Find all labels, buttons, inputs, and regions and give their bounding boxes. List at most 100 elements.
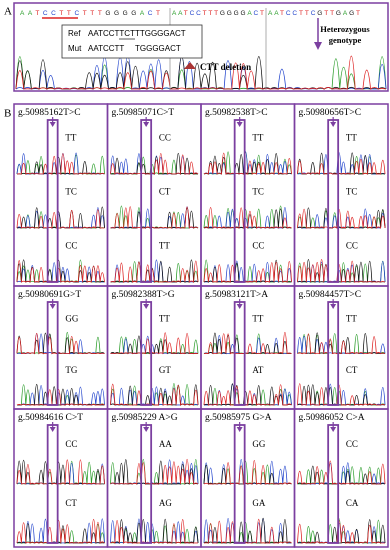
trace [203, 261, 292, 283]
genotype: TT [159, 240, 170, 250]
genotype-cell: g.50980656T>C TT TC CC [293, 103, 389, 287]
highlight [140, 119, 153, 283]
cell-frame [200, 103, 296, 287]
cell-title: g.50982388T>G [112, 290, 175, 300]
mut-sequence: AATCCTT [88, 44, 124, 53]
trace [297, 208, 386, 229]
trace [203, 519, 292, 544]
genotype: TG [65, 365, 77, 375]
arrow-head [143, 427, 150, 432]
genotype: CT [65, 498, 77, 508]
trace [297, 333, 386, 355]
trace [297, 383, 386, 406]
genotype: TT [252, 314, 263, 324]
trace [203, 331, 292, 355]
arrow-head [143, 304, 150, 309]
genotype: CC [65, 240, 77, 250]
ref-sequence: AATCCTTCTTTGGGGACT [88, 29, 186, 38]
arrow-head [330, 304, 337, 309]
genotype: TT [159, 314, 170, 324]
cell-title: g.50984616 C>T [18, 413, 83, 423]
deletion-label: CTT deletion [200, 62, 251, 72]
arrow-head [236, 304, 243, 309]
mut-sequence: TGGGGACT [135, 44, 181, 53]
genotype: TT [252, 132, 263, 142]
panel-label: B [4, 108, 11, 120]
arrow-head [49, 304, 56, 309]
trace [297, 460, 386, 485]
genotype: CC [65, 439, 77, 449]
cell-frame [293, 285, 389, 410]
mut-label: Mut [68, 44, 82, 53]
ref-label: Ref [68, 29, 81, 38]
panel-label: A [4, 6, 12, 18]
trace [203, 384, 292, 406]
genotype-cell: g.50985975 G>A GG GA [200, 408, 296, 548]
genotype-cell: g.50985071C>T CC CT TT [106, 103, 202, 287]
cell-title: g.50982538T>C [205, 108, 268, 118]
cell-title: g.50980656T>C [299, 108, 362, 118]
trace [297, 158, 386, 175]
cell-frame [106, 103, 202, 287]
genotype: GA [252, 498, 265, 508]
genotype: CC [252, 240, 264, 250]
trace [110, 332, 199, 355]
arrow-head [143, 122, 150, 127]
trace [16, 332, 105, 355]
highlight [46, 119, 59, 283]
genotype: CC [346, 240, 358, 250]
chromatogram [15, 55, 387, 90]
genotype-cell: g.50980691G>T GG TG [13, 285, 109, 410]
genotype-cell: g.50985162T>C TT TC CC [13, 103, 109, 287]
cell-title: g.50985071C>T [112, 108, 175, 118]
cell-frame [13, 285, 109, 410]
trace [16, 209, 105, 229]
cell-title: g.50985162T>C [18, 108, 81, 118]
inset-box [61, 24, 203, 59]
genotype-cell: g.50983121T>A TT AT [200, 285, 296, 410]
arrow-head [314, 42, 322, 50]
genotype: AA [159, 439, 172, 449]
genotype-cell: g.50982388T>G TT GT [106, 285, 202, 410]
trace [16, 388, 105, 406]
deletion-marker [184, 62, 196, 69]
trace [16, 153, 105, 175]
genotype: TC [65, 186, 77, 196]
panel-b: g.50985162T>CTTTCCCg.50985071C>TCCCTTTg.… [13, 103, 389, 548]
cell-title: g.50984457T>C [299, 290, 362, 300]
trace [110, 152, 199, 175]
genotype-label: genotype [329, 35, 362, 45]
arrow-head [330, 427, 337, 432]
genotype: TC [346, 186, 358, 196]
trace [203, 152, 292, 175]
trace [297, 520, 385, 544]
genotype: TC [252, 186, 264, 196]
highlight [233, 119, 246, 283]
arrow-head [49, 427, 56, 432]
cell-title: g.50986052 C>A [299, 413, 365, 423]
cell-frame [106, 408, 202, 548]
trace [16, 459, 105, 485]
trace [110, 260, 199, 283]
trace [110, 206, 199, 229]
cell-title: g.50983121T>A [205, 290, 268, 300]
genotype: GG [252, 439, 265, 449]
genotype: TT [65, 132, 76, 142]
trace [110, 383, 199, 406]
trace [110, 386, 199, 406]
arrow-head [236, 122, 243, 127]
genotype: TT [346, 314, 357, 324]
cell-frame [13, 103, 109, 287]
genotype: AT [252, 365, 264, 375]
trace [297, 258, 386, 283]
genotype-cell: g.50984457T>C TT CT [293, 285, 389, 410]
cell-title: g.50985975 G>A [205, 413, 272, 423]
genotype-cell: g.50985229 A>G AA AG [106, 408, 202, 548]
cell-frame [106, 285, 202, 410]
cell-frame [293, 103, 389, 287]
